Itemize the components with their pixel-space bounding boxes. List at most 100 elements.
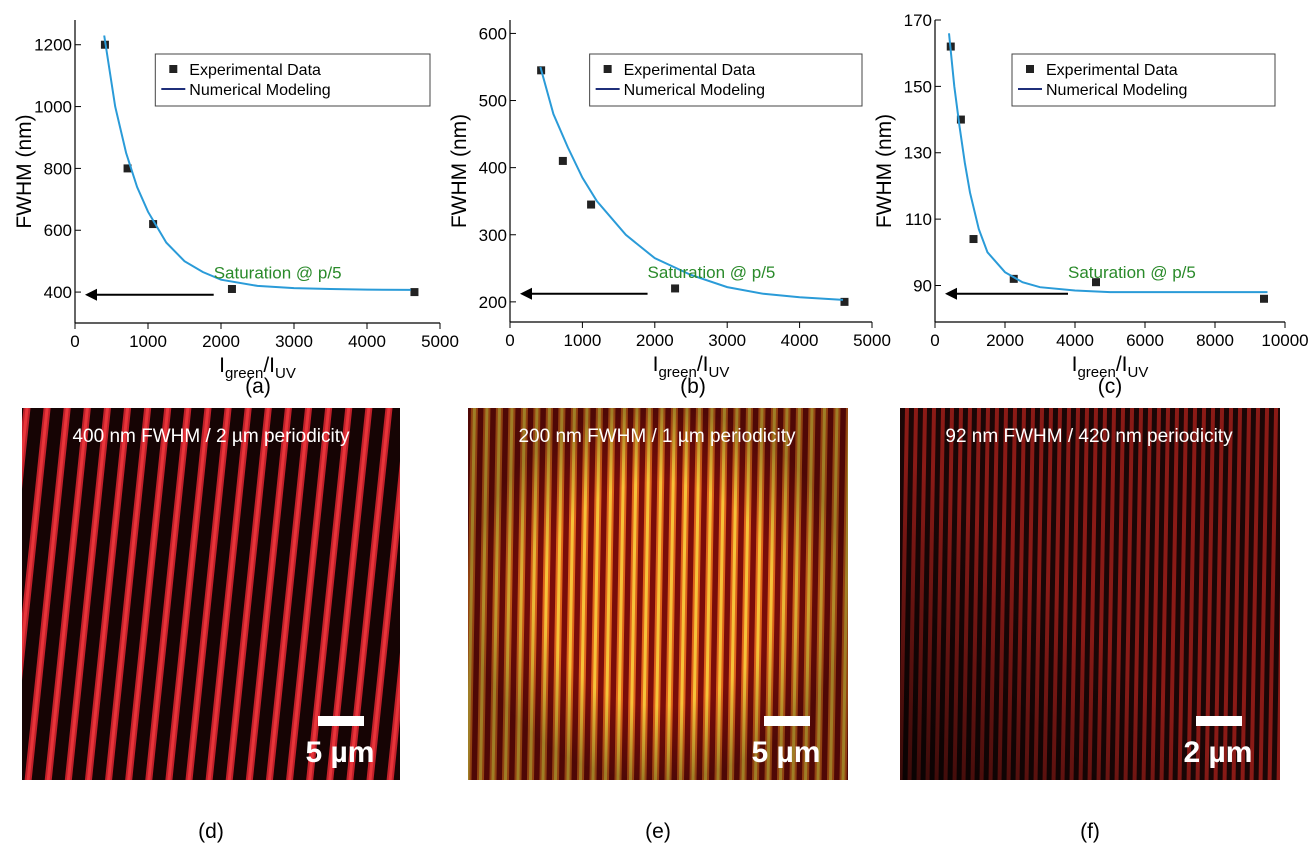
x-axis-label: Igreen/IUV — [1072, 353, 1149, 381]
x-axis-label-part: green — [225, 365, 263, 382]
caption: (f) — [1080, 820, 1100, 843]
y-axis-label: FWHM (nm) — [448, 114, 471, 228]
annotation: Saturation @ p/5 — [648, 263, 776, 282]
arrow-head — [85, 288, 97, 301]
legend-box — [1011, 53, 1276, 107]
x-tick-label: 0 — [505, 331, 514, 350]
x-axis-label-part: /I — [263, 354, 275, 377]
y-tick-label: 500 — [479, 92, 507, 111]
legend-label: Experimental Data — [624, 62, 756, 79]
x-axis-label-part: I — [219, 354, 225, 377]
legend-marker — [603, 65, 612, 73]
x-tick-label: 3000 — [275, 332, 313, 351]
x-tick-label: 6000 — [1126, 331, 1164, 350]
data-point — [558, 156, 567, 165]
scale-bar — [318, 716, 364, 726]
x-axis-label-part: /I — [1116, 353, 1128, 376]
image-title: 200 nm FWHM / 1 µm periodicity — [518, 426, 796, 447]
arrow-head — [945, 287, 957, 300]
data-point — [587, 200, 596, 209]
y-tick-label: 600 — [44, 221, 72, 240]
y-tick-label: 300 — [479, 226, 507, 245]
x-tick-label: 2000 — [986, 331, 1024, 350]
data-point — [123, 164, 132, 173]
scale-bar-label: 2 µm — [1184, 736, 1253, 769]
data-point — [1092, 278, 1100, 287]
y-tick-label: 600 — [479, 24, 507, 43]
y-tick-label: 110 — [905, 210, 932, 229]
data-point — [1260, 294, 1268, 303]
x-tick-label: 4000 — [1056, 331, 1094, 350]
caption: (b) — [680, 375, 706, 398]
scale-bar-label: 5 µm — [752, 736, 821, 769]
x-tick-label: 3000 — [708, 331, 746, 350]
y-tick-label: 130 — [904, 144, 932, 163]
legend-label: Experimental Data — [1046, 62, 1178, 79]
data-point — [671, 284, 680, 293]
legend-label: Numerical Modeling — [189, 82, 330, 99]
y-tick-label: 150 — [904, 77, 932, 96]
x-axis-label-part: I — [1072, 353, 1078, 376]
x-tick-label: 8000 — [1196, 331, 1234, 350]
x-axis-label-part: green — [1077, 364, 1115, 381]
legend-box — [589, 53, 863, 107]
x-axis-label-part: green — [658, 364, 696, 381]
x-axis-label-part: UV — [709, 364, 730, 381]
x-tick-label: 4000 — [348, 332, 386, 351]
legend-box — [154, 53, 431, 107]
data-point — [840, 297, 849, 306]
x-axis-label-part: UV — [275, 365, 296, 382]
x-tick-label: 5000 — [421, 332, 459, 351]
x-tick-label: 10000 — [1261, 331, 1308, 350]
y-axis-label: FWHM (nm) — [873, 114, 896, 228]
image-title: 92 nm FWHM / 420 nm periodicity — [945, 426, 1233, 447]
x-tick-label: 2000 — [636, 331, 674, 350]
y-tick-label: 200 — [479, 293, 507, 312]
y-tick-label: 170 — [904, 11, 932, 30]
x-tick-label: 0 — [930, 331, 939, 350]
legend-marker — [169, 65, 178, 73]
model-curve — [539, 66, 844, 301]
data-point — [1009, 274, 1018, 283]
x-tick-label: 5000 — [853, 331, 891, 350]
x-axis-label-part: I — [653, 353, 659, 376]
x-axis-label-part: /I — [697, 353, 709, 376]
caption: (a) — [245, 375, 271, 398]
annotation: Saturation @ p/5 — [214, 264, 342, 283]
caption: (c) — [1098, 375, 1123, 398]
annotation: Saturation @ p/5 — [1068, 263, 1196, 282]
x-axis-label-part: UV — [1128, 364, 1149, 381]
legend-label: Experimental Data — [189, 62, 321, 79]
caption: (d) — [198, 820, 224, 843]
data-point — [956, 115, 965, 124]
data-point — [149, 220, 158, 229]
data-point — [410, 288, 419, 297]
model-curve — [103, 35, 411, 291]
model-curve — [948, 33, 1268, 294]
x-tick-label: 2000 — [202, 332, 240, 351]
caption: (e) — [645, 820, 671, 843]
y-tick-label: 1000 — [34, 98, 72, 117]
x-tick-label: 4000 — [781, 331, 819, 350]
y-tick-label: 800 — [44, 159, 72, 178]
data-point — [227, 284, 236, 293]
x-tick-label: 1000 — [563, 331, 601, 350]
x-tick-label: 1000 — [129, 332, 167, 351]
legend-label: Numerical Modeling — [1046, 82, 1187, 99]
legend-label: Numerical Modeling — [624, 82, 765, 99]
x-axis-label: Igreen/IUV — [653, 353, 730, 381]
image-title: 400 nm FWHM / 2 µm periodicity — [72, 426, 350, 447]
scale-bar — [1196, 716, 1242, 726]
y-tick-label: 400 — [44, 283, 72, 302]
x-tick-label: 0 — [70, 332, 79, 351]
x-axis-label: Igreen/IUV — [219, 354, 296, 382]
arrow-head — [520, 287, 532, 300]
scale-bar — [764, 716, 810, 726]
y-tick-label: 400 — [479, 159, 507, 178]
scale-bar-label: 5 µm — [306, 736, 375, 769]
legend-marker — [1026, 65, 1034, 73]
y-axis-label: FWHM (nm) — [13, 114, 36, 228]
data-point — [969, 235, 978, 244]
y-tick-label: 1200 — [34, 36, 72, 55]
